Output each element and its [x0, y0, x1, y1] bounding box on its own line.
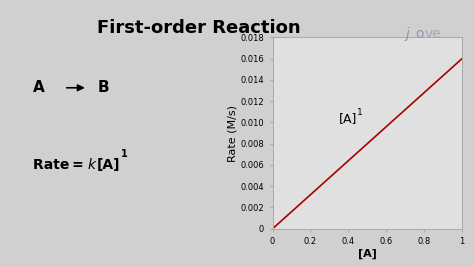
- Text: A: A: [33, 80, 45, 95]
- Text: j: j: [405, 27, 409, 41]
- Text: 1: 1: [121, 149, 128, 159]
- Text: k: k: [88, 158, 96, 172]
- Text: ve: ve: [424, 27, 441, 41]
- Text: [A]: [A]: [97, 158, 121, 172]
- Text: First-order Reaction: First-order Reaction: [97, 19, 301, 37]
- Text: Rate =: Rate =: [33, 158, 87, 172]
- Text: 1: 1: [357, 108, 363, 117]
- Text: B: B: [97, 80, 109, 95]
- Text: [A]: [A]: [339, 112, 357, 125]
- X-axis label: [A]: [A]: [358, 249, 377, 259]
- Y-axis label: Rate (M/s): Rate (M/s): [228, 105, 237, 161]
- Text: o: o: [415, 27, 423, 41]
